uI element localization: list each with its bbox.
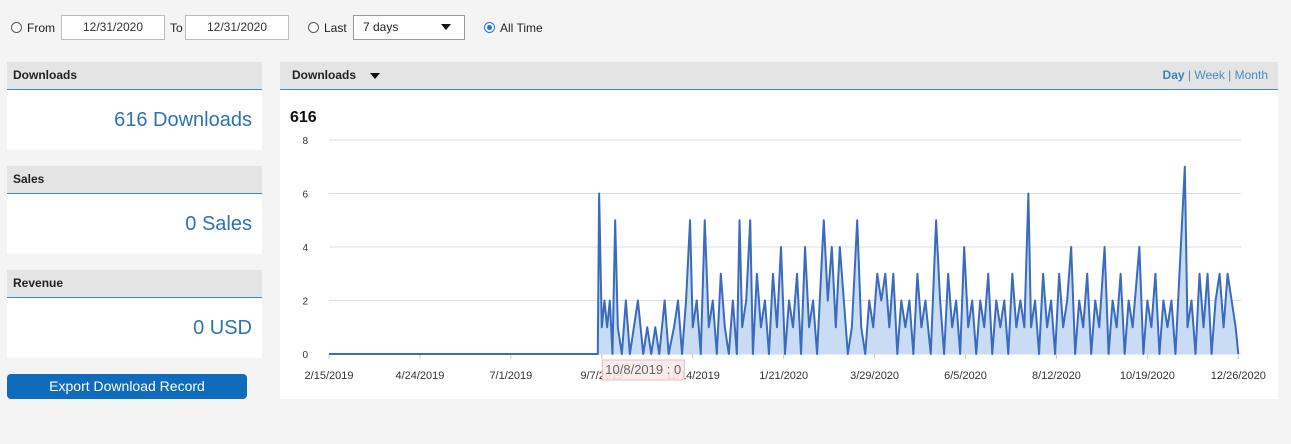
radio-all-time[interactable] bbox=[484, 22, 495, 33]
chart-total: 616 bbox=[290, 109, 317, 126]
revenue-panel: Revenue 0 USD bbox=[7, 270, 262, 358]
separator: | bbox=[1187, 68, 1192, 82]
panel-title: Revenue bbox=[7, 270, 262, 298]
from-label: From bbox=[27, 21, 55, 35]
tooltip-text: 10/8/2019 : 0 bbox=[605, 362, 681, 377]
y-tick-label: 4 bbox=[302, 243, 308, 254]
x-tick-label: 3/29/2020 bbox=[850, 370, 899, 382]
panel-value: 616 Downloads bbox=[7, 90, 262, 150]
separator: | bbox=[1228, 68, 1232, 82]
week-link[interactable]: Week bbox=[1194, 68, 1225, 82]
metric-arrow bbox=[370, 73, 380, 79]
chart-header: Downloads Day | Week | Month bbox=[280, 62, 1278, 90]
to-label: To bbox=[170, 21, 183, 35]
interval-links: Day | Week | Month bbox=[1163, 62, 1268, 89]
y-tick-label: 8 bbox=[302, 136, 308, 147]
tooltip-box bbox=[601, 359, 685, 381]
x-tick-label: 2/15/2019 bbox=[305, 370, 354, 382]
y-tick-label: 0 bbox=[302, 350, 308, 361]
from-date[interactable]: 12/31/2020 bbox=[61, 15, 165, 40]
export-button[interactable]: Export Download Record bbox=[7, 374, 247, 399]
x-tick-label: 12/26/2020 bbox=[1211, 370, 1266, 382]
panel-value: 0 USD bbox=[7, 298, 262, 358]
chart: 616 024682/15/20194/24/20197/1/20199/7/2… bbox=[290, 109, 1266, 382]
line bbox=[329, 165, 1240, 355]
select-text: 7 days bbox=[363, 20, 399, 34]
last-label: Last bbox=[324, 21, 347, 35]
x-tick-label: 1/21/2020 bbox=[759, 370, 808, 382]
x-tick-label: 10/19/2020 bbox=[1120, 370, 1175, 382]
x-tick-label: 4/24/2019 bbox=[395, 370, 444, 382]
month-link[interactable]: Month bbox=[1234, 68, 1268, 82]
x-tick-label: 6/5/2020 bbox=[944, 370, 987, 382]
to-date[interactable]: 12/31/2020 bbox=[185, 15, 289, 40]
downloads-panel: Downloads 616 Downloads bbox=[7, 62, 262, 150]
x-tick-label: 7/1/2019 bbox=[489, 370, 532, 382]
panel-title: Downloads bbox=[7, 62, 262, 90]
radio-last[interactable] bbox=[308, 22, 319, 33]
select-arrow bbox=[441, 24, 451, 30]
radio-from[interactable] bbox=[11, 22, 22, 33]
day-link[interactable]: Day bbox=[1162, 68, 1185, 82]
y-tick-label: 6 bbox=[302, 190, 308, 201]
metric-select[interactable]: Downloads bbox=[292, 68, 357, 82]
panel-title: Sales bbox=[7, 166, 262, 194]
sales-panel: Sales 0 Sales bbox=[7, 166, 262, 254]
all-time-label: All Time bbox=[500, 21, 543, 35]
y-tick-label: 2 bbox=[302, 297, 308, 308]
panel-value: 0 Sales bbox=[7, 194, 262, 254]
x-tick-label: 8/12/2020 bbox=[1032, 370, 1081, 382]
